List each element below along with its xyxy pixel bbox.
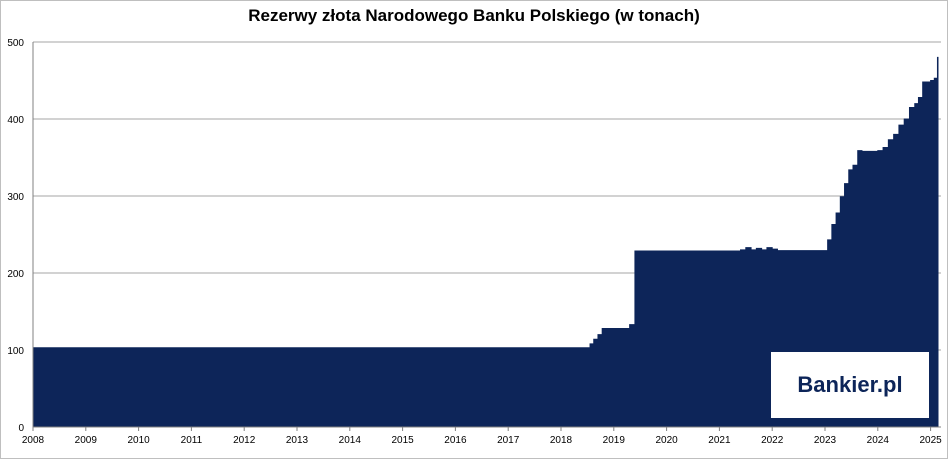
- x-tick-label: 2019: [603, 435, 626, 446]
- gold-reserves-area: [32, 56, 939, 428]
- y-tick-label: 0: [18, 423, 24, 434]
- y-tick-label: 400: [7, 115, 24, 126]
- x-tick-label: 2020: [655, 435, 678, 446]
- x-tick-label: 2014: [339, 435, 362, 446]
- x-tick-label: 2016: [444, 435, 467, 446]
- x-tick-label: 2021: [708, 435, 731, 446]
- y-tick-label: 100: [7, 346, 24, 357]
- x-tick-label: 2018: [550, 435, 573, 446]
- chart-title: Rezerwy złota Narodowego Banku Polskiego…: [248, 6, 700, 25]
- x-tick-labels: 2008 2009 2010 2011 2012 2013 2014 2015 2016 2017…: [22, 435, 942, 446]
- x-tick-label: 2009: [75, 435, 98, 446]
- logo-text: Bankier.pl: [797, 372, 902, 397]
- axes: [32, 42, 941, 431]
- y-tick-label: 200: [7, 269, 24, 280]
- y-tick-labels: 0 100 200 300 400 500: [7, 38, 24, 434]
- x-tick-label: 2023: [814, 435, 837, 446]
- x-tick-label: 2017: [497, 435, 520, 446]
- y-tick-label: 500: [7, 38, 24, 49]
- x-tick-label: 2022: [761, 435, 784, 446]
- y-tick-label: 300: [7, 192, 24, 203]
- x-tick-label: 2010: [127, 435, 150, 446]
- x-tick-label: 2024: [867, 435, 890, 446]
- logo-box: [771, 352, 929, 418]
- series-area: [32, 56, 939, 428]
- x-tick-label: 2008: [22, 435, 45, 446]
- x-tick-label: 2015: [391, 435, 414, 446]
- x-tick-label: 2012: [233, 435, 256, 446]
- bankier-logo: Bankier.pl: [771, 352, 929, 418]
- x-tick-label: 2025: [919, 435, 942, 446]
- x-tick-label: 2013: [286, 435, 309, 446]
- x-tick-label: 2011: [181, 435, 203, 446]
